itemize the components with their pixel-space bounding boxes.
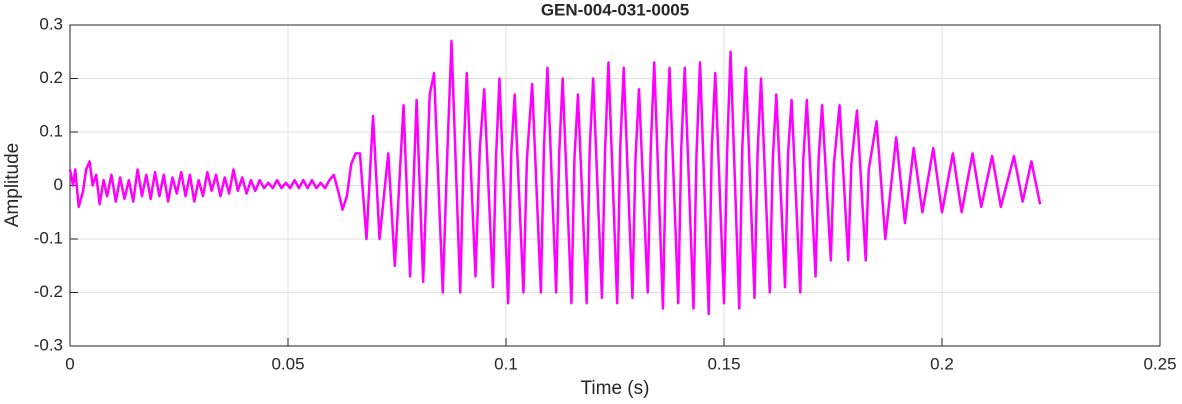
y-tick-label: -0.2 xyxy=(34,282,63,301)
y-tick-label: -0.3 xyxy=(34,335,63,354)
y-tick-label: 0.2 xyxy=(39,68,63,87)
waveform-line xyxy=(68,39,1042,316)
x-tick-label: 0.25 xyxy=(1143,354,1176,373)
axes-box xyxy=(69,24,1161,347)
x-tick-label: 0.1 xyxy=(494,354,518,373)
x-tick-label: 0.2 xyxy=(930,354,954,373)
y-axis-label: Amplitude xyxy=(2,143,23,228)
y-tick-label: -0.1 xyxy=(34,228,63,247)
y-tick-label: 0.3 xyxy=(39,14,63,33)
x-axis-label: Time (s) xyxy=(581,378,650,399)
y-tick-label: 0.1 xyxy=(39,121,63,140)
y-tick-label: 0 xyxy=(54,175,63,194)
x-tick-label: 0 xyxy=(65,354,74,373)
x-tick-label: 0.15 xyxy=(707,354,740,373)
x-tick-label: 0.05 xyxy=(271,354,304,373)
chart-title: GEN-004-031-0005 xyxy=(541,0,689,19)
